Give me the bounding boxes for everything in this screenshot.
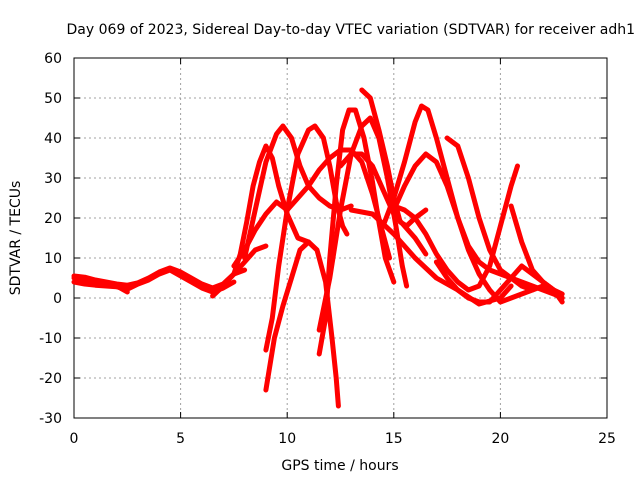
- y-tick-label: 20: [44, 211, 62, 227]
- y-tick-label: -30: [39, 411, 62, 427]
- x-tick-label: 10: [278, 431, 296, 447]
- series-line-arc-peak-40-c: [444, 135, 565, 301]
- series-line-early-low: [71, 267, 237, 295]
- plot-frame: [73, 57, 608, 419]
- series-line-arc-peak-43-b: [263, 123, 350, 353]
- series-group: [71, 87, 565, 409]
- y-tick-label: 60: [44, 51, 62, 67]
- series-line-early-dip: [71, 275, 130, 295]
- x-tick-label: 0: [70, 431, 79, 447]
- series-line-arc-peak-23-late: [508, 203, 565, 301]
- chart-title: Day 069 of 2023, Sidereal Day-to-day VTE…: [67, 22, 635, 38]
- x-tick-label: 25: [598, 431, 616, 447]
- x-tick-label: 5: [176, 431, 185, 447]
- series-line-arc-peak-36: [391, 151, 565, 305]
- y-tick-label: 30: [44, 171, 62, 187]
- series-line-arc-upper-mid: [231, 147, 392, 269]
- series-line-arc-rise-34: [391, 163, 520, 293]
- x-axis-label: GPS time / hours: [281, 458, 398, 474]
- y-tick-label: -10: [39, 331, 62, 347]
- axis-ticks: -30 -20 -10 0 10 20 30 40 50 60 0 5 10 15 20 25: [39, 51, 616, 447]
- x-tick-label: 20: [491, 431, 509, 447]
- series-line-arc-trough-15: [263, 239, 341, 409]
- y-tick-label: 50: [44, 91, 62, 107]
- y-tick-label: 10: [44, 251, 62, 267]
- y-tick-label: 0: [53, 291, 62, 307]
- x-tick-label: 15: [385, 431, 403, 447]
- y-tick-label: -20: [39, 371, 62, 387]
- gridlines: [74, 58, 607, 418]
- y-tick-label: 40: [44, 131, 62, 147]
- series-line-arc-peak-43-a: [242, 123, 354, 261]
- series-line-arc-peak-38: [231, 143, 311, 277]
- y-axis-label: SDTVAR / TECUs: [8, 181, 24, 296]
- series-line-arc-low-mid: [210, 243, 269, 299]
